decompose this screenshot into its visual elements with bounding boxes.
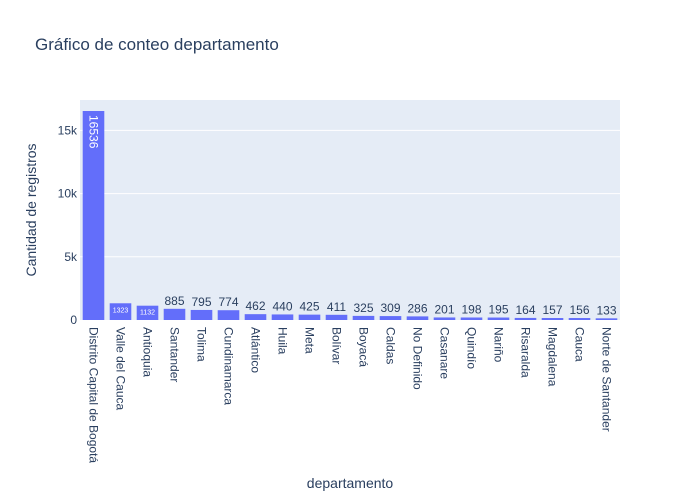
x-tick-label: Bolívar bbox=[330, 327, 344, 364]
bar bbox=[595, 318, 618, 320]
bar bbox=[190, 309, 213, 320]
x-tick-label: Caldas bbox=[384, 327, 398, 364]
data-label: 309 bbox=[380, 301, 400, 315]
plot-background bbox=[80, 100, 620, 320]
x-tick-label: Huila bbox=[276, 327, 290, 355]
x-tick-label: Boyacá bbox=[357, 327, 371, 367]
data-labels: 16536 1323 1132 885 795 774 462 440 425 411 325 309… bbox=[87, 115, 617, 317]
y-tick-label: 15k bbox=[58, 123, 78, 137]
y-tick-label: 5k bbox=[64, 250, 78, 264]
data-label: 16536 bbox=[87, 115, 101, 149]
bar bbox=[136, 305, 159, 320]
chart-title: Gráfico de conteo departamento bbox=[35, 35, 279, 54]
x-tick-label: Santander bbox=[168, 327, 182, 382]
x-tick-label: Antioquia bbox=[141, 327, 155, 377]
x-tick-label: Cauca bbox=[573, 327, 587, 362]
y-tick-label: 0 bbox=[70, 313, 77, 327]
x-ticks: Distrito Capital de Bogotá Valle del Cauc… bbox=[87, 327, 614, 463]
data-label: 1132 bbox=[140, 310, 155, 317]
bar bbox=[271, 314, 294, 320]
data-label: 286 bbox=[407, 301, 427, 315]
data-label: 325 bbox=[353, 301, 373, 315]
bar bbox=[514, 317, 537, 320]
y-tick-label: 10k bbox=[58, 187, 78, 201]
data-label: 462 bbox=[245, 299, 265, 313]
x-axis-title: departamento bbox=[307, 475, 394, 491]
y-axis-title: Cantidad de registros bbox=[23, 143, 39, 276]
data-label: 411 bbox=[327, 300, 346, 314]
data-label: 156 bbox=[569, 303, 589, 317]
bars bbox=[82, 111, 618, 321]
data-label: 201 bbox=[434, 302, 454, 316]
x-tick-label: Tolima bbox=[195, 327, 209, 362]
bar bbox=[379, 316, 402, 320]
data-label: 425 bbox=[299, 300, 319, 314]
x-tick-label: Casanare bbox=[438, 327, 452, 379]
bar bbox=[568, 318, 591, 320]
bar bbox=[352, 315, 375, 320]
x-tick-label: Quindío bbox=[465, 327, 479, 369]
y-ticks: 0 5k 10k 15k bbox=[58, 123, 78, 327]
x-tick-label: Meta bbox=[303, 327, 317, 354]
bar bbox=[541, 318, 564, 320]
bar bbox=[244, 314, 267, 320]
grid-lines bbox=[80, 129, 620, 258]
x-tick-label: No Definido bbox=[411, 327, 425, 390]
data-label: 440 bbox=[272, 299, 292, 313]
bar bbox=[406, 316, 429, 320]
bar bbox=[298, 314, 321, 320]
bar bbox=[325, 314, 348, 320]
x-tick-label: Norte de Santander bbox=[600, 327, 614, 432]
data-label: 1323 bbox=[113, 307, 129, 314]
data-label: 195 bbox=[488, 303, 508, 317]
data-label: 157 bbox=[542, 303, 562, 317]
x-tick-label: Magdalena bbox=[546, 327, 560, 387]
x-tick-label: Cundinamarca bbox=[222, 327, 236, 405]
x-tick-label: Nariño bbox=[492, 327, 506, 363]
x-tick-label: Risaralda bbox=[519, 327, 533, 378]
data-label: 133 bbox=[596, 303, 616, 317]
data-label: 164 bbox=[515, 303, 535, 317]
x-tick-label: Distrito Capital de Bogotá bbox=[87, 327, 101, 463]
data-label: 774 bbox=[218, 295, 238, 309]
bar bbox=[217, 310, 240, 320]
bar bbox=[109, 303, 132, 320]
data-label: 885 bbox=[164, 294, 184, 308]
bar bbox=[460, 317, 483, 320]
x-tick-label: Valle del Cauca bbox=[114, 327, 128, 410]
bar bbox=[82, 111, 105, 321]
bar bbox=[433, 317, 456, 320]
bar bbox=[487, 317, 510, 320]
data-label: 795 bbox=[191, 295, 211, 309]
x-tick-label: Atlántico bbox=[249, 327, 263, 373]
data-label: 198 bbox=[461, 302, 481, 316]
bar bbox=[163, 308, 186, 320]
